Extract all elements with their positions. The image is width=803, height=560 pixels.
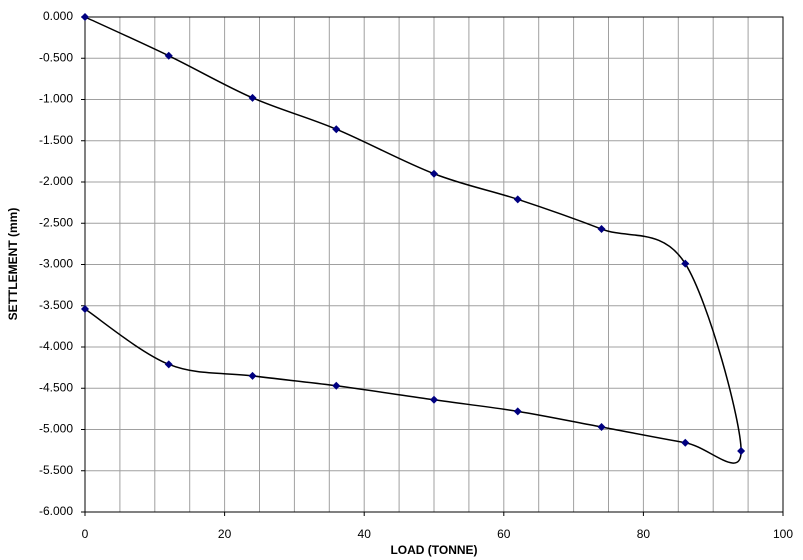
y-axis-title: SETTLEMENT (mm) bbox=[6, 208, 20, 321]
x-tick-label: 60 bbox=[497, 527, 511, 541]
data-line bbox=[84, 16, 742, 464]
x-tick-label: 80 bbox=[637, 527, 651, 541]
y-tick-label: 0.000 bbox=[43, 9, 73, 23]
y-tick-label: -1.500 bbox=[39, 133, 73, 147]
data-point bbox=[81, 13, 89, 21]
y-tick-label: -3.000 bbox=[39, 257, 73, 271]
data-point bbox=[430, 395, 438, 404]
plot-frame bbox=[84, 16, 784, 513]
y-tick-label: -4.000 bbox=[39, 339, 73, 353]
y-tick-label: -6.000 bbox=[39, 504, 73, 518]
y-tick-label: -5.000 bbox=[39, 422, 73, 436]
x-tick-label: 100 bbox=[773, 527, 793, 541]
y-tick-label: -4.500 bbox=[39, 380, 73, 394]
data-point bbox=[597, 423, 606, 432]
data-point bbox=[332, 381, 341, 390]
x-tick-label: 0 bbox=[82, 527, 89, 541]
data-point bbox=[164, 360, 173, 369]
data-point bbox=[597, 225, 606, 234]
data-point bbox=[332, 125, 341, 134]
y-tick-label: -2.500 bbox=[39, 215, 73, 229]
data-point bbox=[681, 438, 690, 447]
data-point bbox=[513, 195, 522, 204]
x-tick-label: 40 bbox=[358, 527, 372, 541]
data-point bbox=[81, 305, 89, 314]
data-point bbox=[681, 259, 690, 268]
y-tick-label: -5.500 bbox=[39, 463, 73, 477]
x-tick-label: 20 bbox=[218, 527, 232, 541]
x-axis-title: LOAD (TONNE) bbox=[390, 543, 477, 557]
data-point bbox=[430, 169, 438, 178]
data-point bbox=[248, 93, 257, 102]
y-tick-label: -1.000 bbox=[39, 92, 73, 106]
y-tick-label: -2.000 bbox=[39, 174, 73, 188]
y-tick-label: -0.500 bbox=[39, 50, 73, 64]
y-tick-label: -3.500 bbox=[39, 298, 73, 312]
data-point bbox=[248, 371, 257, 380]
data-point bbox=[737, 446, 746, 455]
data-point bbox=[164, 51, 173, 60]
data-point bbox=[513, 407, 522, 416]
